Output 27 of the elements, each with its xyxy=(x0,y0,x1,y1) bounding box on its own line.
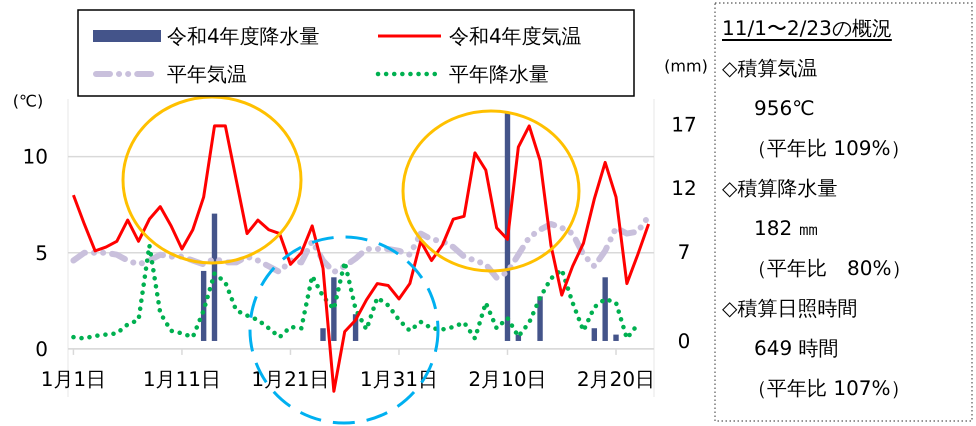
bar xyxy=(331,277,337,341)
notes: 11/1〜2/23の概況 ◇積算気温 956℃ （平年比 109%） ◇積算降水量 182 ㎜ （平年比 80%） ◇積算日照時間 649 時間 （平年比 107%） xyxy=(714,2,973,422)
y2-tick-label: 7 xyxy=(678,240,690,264)
bar xyxy=(320,328,326,341)
line-series xyxy=(72,124,650,393)
x-tick-label: 1月1日 xyxy=(40,367,106,391)
y2-tick-label: 0 xyxy=(678,328,690,353)
y2-tick-label: 12 xyxy=(671,176,697,200)
bar xyxy=(592,328,598,341)
legend-label: 平年降水量 xyxy=(449,62,549,86)
bar xyxy=(200,270,206,341)
x-tick-label: 2月10日 xyxy=(468,367,547,391)
legend-label: 平年気温 xyxy=(167,62,247,86)
bar xyxy=(602,277,608,341)
legend-label: 令和4年度降水量 xyxy=(167,24,320,48)
y-tick-label: 10 xyxy=(22,144,48,169)
y2-axis-title: (mm) xyxy=(664,56,708,76)
x-tick-label: 2月20日 xyxy=(576,367,656,391)
y2-tick-label: 17 xyxy=(671,112,697,136)
y-tick-label: 0 xyxy=(35,336,48,361)
legend-label: 令和4年度気温 xyxy=(449,24,582,48)
x-tick-label: 1月11日 xyxy=(142,367,222,391)
y-tick-label: 5 xyxy=(35,240,48,265)
x-tick-label: 1月21日 xyxy=(251,367,330,391)
bar xyxy=(537,296,543,341)
bar xyxy=(613,334,619,341)
y-axis-title: (℃) xyxy=(12,92,44,110)
